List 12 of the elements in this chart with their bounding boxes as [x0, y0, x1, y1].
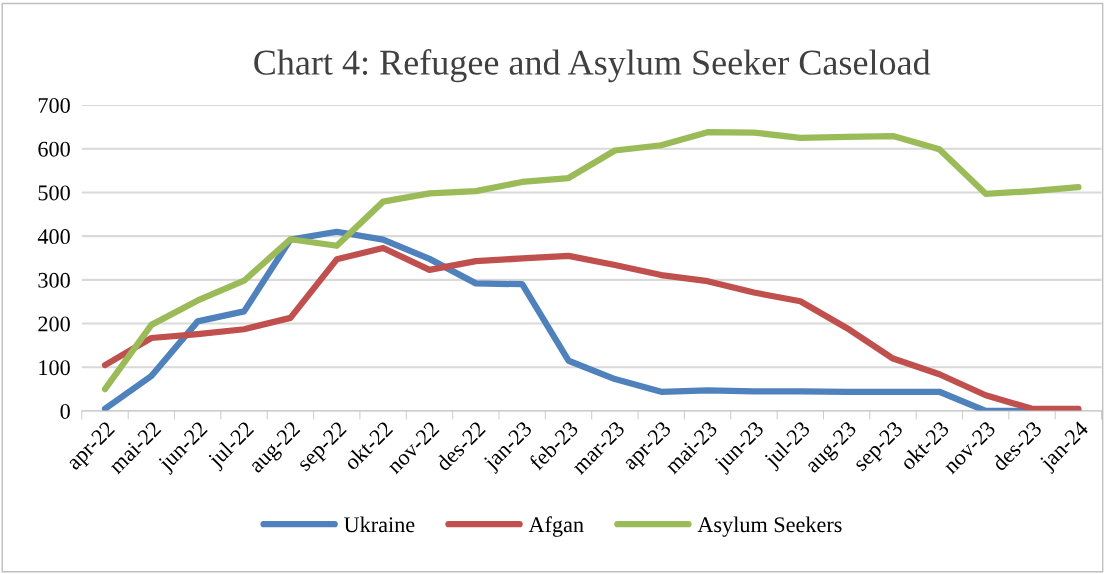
y-tick-label: 300: [38, 272, 70, 288]
legend-label: Afgan: [528, 516, 584, 537]
y-tick-label: 700: [38, 97, 70, 113]
y-tick-label: 600: [38, 141, 70, 157]
chart-title: Chart 4: Refugee and Asylum Seeker Caseload: [254, 49, 931, 83]
legend-label: Ukraine: [344, 516, 415, 533]
legend-label: Asylum Seekers: [697, 516, 842, 537]
y-tick-label: 200: [38, 316, 70, 332]
y-tick-label: 100: [39, 360, 70, 376]
y-tick-label: 500: [38, 185, 70, 201]
y-tick-label: 400: [37, 229, 70, 245]
y-tick-label: 0: [60, 403, 70, 419]
